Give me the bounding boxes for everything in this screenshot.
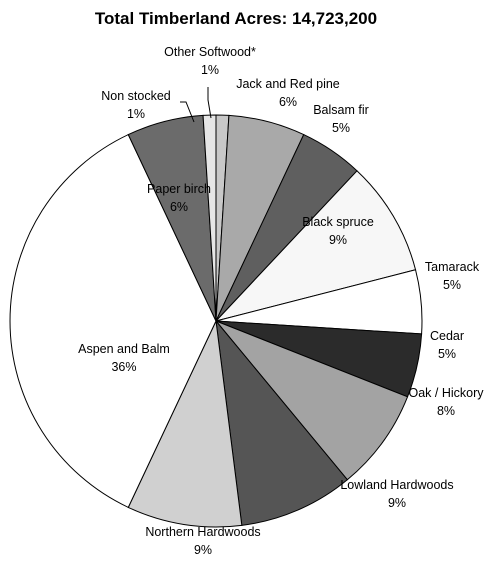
label-other-softwood: Other Softwood* 1% [164, 45, 256, 77]
pie-slices [9, 114, 423, 528]
slice-labels: Other Softwood* 1%Jack and Red pine 6%Bals… [78, 45, 484, 557]
label-black-spruce: Black spruce 9% [302, 215, 374, 247]
label-paper-birch: Paper birch 6% [147, 182, 211, 214]
label-cedar: Cedar 5% [430, 329, 464, 361]
label-lowland-hardwoods: Lowland Hardwoods 9% [340, 478, 453, 510]
slice-oak-hickory [215, 320, 409, 481]
slice-aspen-and-balm [9, 133, 217, 509]
label-aspen-and-balm: Aspen and Balm 36% [78, 342, 170, 374]
label-oak-hickory: Oak / Hickory 8% [408, 386, 484, 418]
label-non-stocked: Non stocked 1% [101, 89, 171, 121]
chart-title: Total Timberland Acres: 14,723,200 [95, 9, 377, 28]
leader-non-stocked [180, 101, 195, 123]
label-northern-hardwoods: Northern Hardwoods 9% [145, 525, 260, 557]
leader-other-softwood [207, 87, 212, 119]
slice-northern-hardwoods [127, 319, 243, 528]
slice-black-spruce [214, 170, 417, 322]
label-balsam-fir: Balsam fir 5% [313, 103, 369, 135]
label-tamarack: Tamarack 5% [425, 260, 480, 292]
label-jack-and-red-pine: Jack and Red pine 6% [236, 77, 340, 109]
slice-non-stocked [202, 114, 217, 322]
slice-lowland-hardwoods [215, 319, 349, 526]
